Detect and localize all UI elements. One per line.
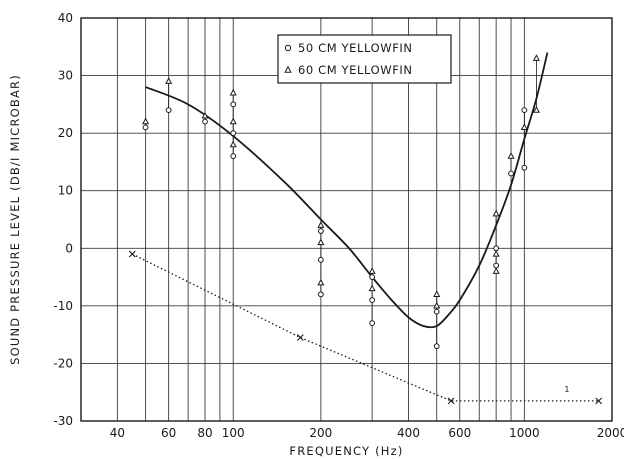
point-triangle <box>142 117 150 125</box>
x-marker <box>128 250 136 258</box>
x-marker <box>296 334 304 341</box>
y-tick-label: 0 <box>65 241 73 255</box>
point-circle <box>202 118 208 125</box>
point-circle <box>317 256 324 263</box>
legend-entry-50cm: 50 CM YELLOWFIN <box>298 41 413 55</box>
x-marker <box>447 397 455 405</box>
x-tick-label: 2000 <box>597 426 624 440</box>
point-triangle <box>520 123 528 130</box>
legend-marker-circle <box>284 44 292 52</box>
x-tick-label: 100 <box>222 426 245 440</box>
point-circle <box>142 124 149 131</box>
y-tick-label: 40 <box>58 11 73 25</box>
y-tick-label: -20 <box>53 356 73 370</box>
x-tick-label: 80 <box>197 426 212 440</box>
threshold-line <box>131 253 599 402</box>
legend-box <box>277 34 452 84</box>
point-circle <box>317 291 324 298</box>
y-tick-label: 20 <box>58 126 73 140</box>
x-tick-label: 40 <box>110 426 125 440</box>
x-tick-label: 400 <box>397 426 420 440</box>
point-triangle <box>317 221 325 228</box>
point-triangle <box>433 301 441 309</box>
point-triangle <box>368 284 376 292</box>
point-circle <box>369 274 376 280</box>
y-axis-label: SOUND PRESSURE LEVEL (DB/I MICROBAR) <box>8 74 22 365</box>
point-circle <box>369 297 376 304</box>
point-circle <box>508 170 514 177</box>
point-circle <box>230 130 237 137</box>
fitted-curve <box>145 52 549 329</box>
tick-labels: 40 60 80 100 200 400 600 1000 2000403020100-10-2… <box>53 11 624 440</box>
point-triangle <box>492 209 500 217</box>
point-circle <box>165 107 172 114</box>
point-triangle <box>507 152 515 159</box>
point-circle <box>493 262 500 269</box>
point-circle <box>493 245 500 252</box>
point-circle <box>317 228 324 234</box>
annotation-label: 1 <box>564 385 569 394</box>
point-triangle <box>368 267 376 274</box>
y-tick-label: 10 <box>58 184 73 198</box>
plot-frame <box>80 17 613 422</box>
point-circle <box>433 343 440 350</box>
point-triangle <box>532 106 540 113</box>
x-marker <box>595 397 603 405</box>
point-circle <box>521 164 528 171</box>
x-tick-label: 1000 <box>509 426 540 440</box>
point-triangle <box>201 111 209 119</box>
point-circle <box>369 320 376 327</box>
point-circle <box>230 101 237 108</box>
point-triangle <box>317 238 325 246</box>
point-triangle <box>492 267 500 274</box>
legend-entry-60cm: 60 CM YELLOWFIN <box>298 63 413 77</box>
point-triangle <box>433 290 441 297</box>
point-triangle <box>229 117 237 125</box>
x-tick-label: 200 <box>309 426 332 440</box>
y-tick-label: 30 <box>58 69 73 83</box>
y-tick-label: -30 <box>53 414 73 428</box>
series-layer <box>128 52 603 405</box>
point-circle <box>230 153 237 160</box>
point-triangle <box>317 278 325 286</box>
legend-marker-triangle <box>284 65 292 73</box>
point-circle <box>521 107 528 114</box>
y-tick-label: -10 <box>53 299 73 313</box>
x-axis-label: FREQUENCY (Hz) <box>289 444 403 458</box>
x-tick-label: 60 <box>161 426 176 440</box>
point-triangle <box>532 54 540 61</box>
point-triangle <box>229 140 237 148</box>
point-triangle <box>165 77 173 84</box>
point-circle <box>433 308 440 315</box>
legend: 50 CM YELLOWFIN 60 CM YELLOWFIN <box>277 34 452 84</box>
x-tick-label: 600 <box>448 426 471 440</box>
point-triangle <box>492 249 500 257</box>
point-triangle <box>229 88 237 96</box>
